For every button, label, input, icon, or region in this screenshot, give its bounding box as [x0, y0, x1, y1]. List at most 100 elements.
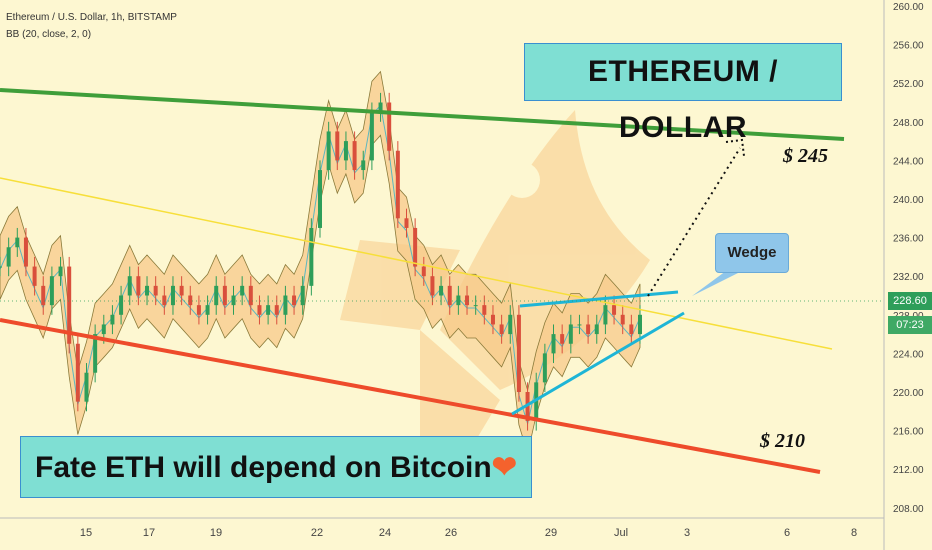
candle-body	[352, 141, 357, 171]
x-tick-label: 17	[143, 527, 155, 539]
wedge-callout-pointer	[692, 268, 748, 296]
wedge-lower-line	[511, 311, 685, 416]
y-tick-label: 244.00	[893, 156, 924, 167]
candle-body	[612, 305, 617, 315]
candle-body	[413, 227, 418, 267]
y-tick-label: 248.00	[893, 118, 924, 129]
candle-body	[84, 372, 89, 402]
y-tick-label: 224.00	[893, 349, 924, 360]
candle-body	[629, 324, 634, 335]
wedge-callout: Wedge	[715, 233, 789, 273]
y-tick-label: 220.00	[893, 388, 924, 399]
x-tick-label: 8	[851, 527, 857, 539]
current-price-tag: 228.60	[888, 292, 932, 310]
y-tick-label: 212.00	[893, 465, 924, 476]
candle-body	[516, 314, 521, 392]
candle-body	[162, 295, 167, 306]
candle-body	[378, 102, 383, 113]
candle-body	[6, 247, 11, 267]
candle-body	[577, 324, 582, 326]
candle-body	[395, 150, 400, 219]
candle-body	[274, 305, 279, 315]
candle-body	[335, 131, 340, 161]
candle-body	[508, 314, 513, 335]
candle-body	[41, 285, 46, 306]
candle-body	[214, 285, 219, 306]
x-tick-label: 19	[210, 527, 222, 539]
projection-line	[647, 147, 741, 297]
x-tick-label: 6	[784, 527, 790, 539]
y-tick-label: 240.00	[893, 195, 924, 206]
y-tick-label: 208.00	[893, 504, 924, 515]
candle-body	[170, 285, 175, 306]
fate-text: Fate ETH will depend on Bitcoin	[35, 451, 492, 484]
yellow-trend-line	[0, 177, 833, 350]
candle-body	[248, 285, 253, 306]
bollinger-band	[0, 70, 641, 456]
candle-body	[447, 285, 452, 306]
candle-body	[23, 237, 28, 267]
x-tick-label: 26	[445, 527, 457, 539]
candle-body	[136, 276, 141, 296]
candle-body	[205, 305, 210, 315]
heart-icon: ❤	[491, 451, 517, 484]
candle-body	[482, 305, 487, 315]
candle-body	[499, 324, 504, 335]
x-tick-label: 22	[311, 527, 323, 539]
x-tick-label: Jul	[614, 527, 628, 539]
candle-body	[188, 295, 193, 306]
x-tick-label: 15	[80, 527, 92, 539]
symbol-title: Ethereum / U.S. Dollar, 1h, BITSTAMP	[6, 12, 177, 23]
candle-body	[93, 334, 98, 373]
candle-body	[300, 285, 305, 306]
candle-body	[568, 324, 573, 344]
candle-body	[326, 131, 331, 171]
candle-body	[586, 324, 591, 335]
candle-body	[603, 305, 608, 325]
support-line	[0, 318, 821, 474]
y-tick-label: 232.00	[893, 272, 924, 283]
candle-body	[15, 237, 20, 248]
candle-body	[32, 266, 37, 286]
candle-body	[58, 266, 63, 277]
candle-body	[551, 334, 556, 354]
candle-body	[473, 305, 478, 307]
candle-body	[119, 295, 124, 315]
y-tick-label: 216.00	[893, 427, 924, 438]
level-245-label: $ 245	[783, 145, 828, 167]
candle-body	[534, 382, 539, 421]
y-tick-label: 252.00	[893, 79, 924, 90]
candle-body	[369, 112, 374, 161]
indicator-label: BB (20, close, 2, 0)	[6, 29, 92, 40]
candle-body	[110, 314, 115, 325]
candle-body	[465, 295, 470, 306]
candle-body	[560, 334, 565, 344]
level-210-label: $ 210	[760, 430, 805, 452]
candle-body	[318, 170, 322, 228]
candle-body	[343, 141, 348, 161]
candle-body	[101, 324, 106, 335]
candle-body	[387, 102, 392, 151]
candle-body	[67, 266, 72, 344]
y-tick-label: 260.00	[893, 2, 924, 13]
x-tick-label: 3	[684, 527, 690, 539]
candle-body	[309, 227, 314, 286]
countdown-tag: 07:23	[888, 316, 932, 334]
candle-body	[638, 314, 642, 335]
candle-body	[292, 295, 297, 306]
y-tick-label: 236.00	[893, 234, 924, 245]
x-tick-label: 29	[545, 527, 557, 539]
candle-body	[179, 285, 184, 296]
candle-body	[283, 295, 288, 315]
resistance-line	[0, 88, 845, 141]
candle-body	[49, 276, 54, 306]
candle-body	[75, 343, 80, 402]
candle-body	[231, 295, 236, 306]
candle-body	[542, 353, 547, 383]
candle-body	[145, 285, 150, 296]
candle-body	[153, 285, 158, 296]
candle-body	[240, 285, 245, 296]
candle-body	[620, 314, 625, 325]
